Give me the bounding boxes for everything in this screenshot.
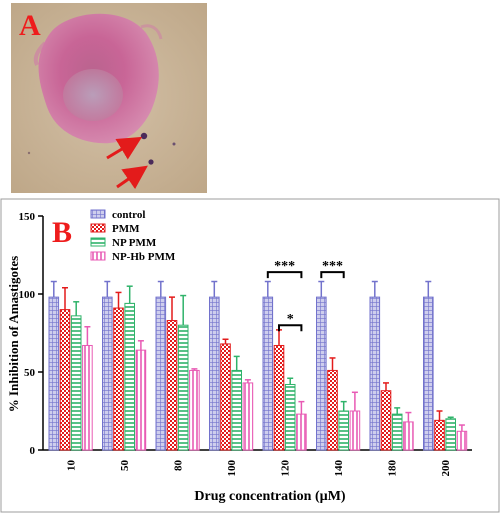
significance-bracket bbox=[320, 271, 345, 279]
legend-swatch bbox=[90, 237, 106, 247]
bar bbox=[403, 421, 414, 451]
y-axis: 0 50 100 150 bbox=[19, 211, 44, 457]
y-tick-label: 0 bbox=[30, 445, 36, 457]
x-axis-label: Drug concentration (µM) bbox=[194, 489, 345, 504]
significance-bracket bbox=[266, 271, 303, 279]
bar bbox=[349, 410, 361, 451]
bar bbox=[284, 383, 296, 451]
amastigote-dot bbox=[148, 159, 154, 165]
significance-label: *** bbox=[274, 259, 295, 274]
y-tick-label: 100 bbox=[19, 289, 36, 301]
significance-bracket bbox=[278, 324, 303, 332]
red-arrow-icon bbox=[106, 136, 143, 160]
bar bbox=[102, 296, 113, 451]
significance-label: * bbox=[287, 312, 294, 327]
microscopy-image: A bbox=[11, 3, 207, 193]
bar bbox=[391, 413, 403, 451]
panel-a-letter: A bbox=[19, 9, 41, 42]
x-tick-label: 80 bbox=[173, 460, 185, 472]
bar bbox=[166, 320, 178, 451]
x-tick-label: 180 bbox=[387, 460, 399, 477]
x-tick-label: 100 bbox=[226, 460, 238, 477]
bar bbox=[231, 369, 242, 451]
bar bbox=[48, 296, 60, 451]
bar bbox=[369, 296, 381, 451]
bar bbox=[135, 349, 147, 451]
bar bbox=[456, 430, 468, 451]
y-axis-label: % Inhibition of Amastigotes bbox=[6, 256, 21, 412]
legend-swatch bbox=[90, 209, 106, 219]
bar bbox=[262, 296, 274, 451]
legend-swatch bbox=[90, 251, 106, 261]
significance-label: *** bbox=[322, 259, 343, 274]
x-tick-label: 10 bbox=[66, 460, 78, 472]
bar bbox=[124, 302, 136, 451]
bar bbox=[59, 309, 71, 451]
bar bbox=[338, 410, 349, 451]
x-tick-label: 140 bbox=[333, 460, 345, 477]
red-arrow-icon bbox=[116, 165, 148, 190]
bar bbox=[296, 413, 307, 451]
bar bbox=[177, 324, 189, 451]
legend-label: NP-Hb PMM bbox=[112, 251, 176, 263]
bar bbox=[189, 369, 200, 451]
bar-marks bbox=[48, 280, 468, 451]
bar bbox=[155, 296, 167, 451]
amastigote-dot bbox=[140, 132, 148, 140]
bar bbox=[209, 296, 220, 451]
bar bbox=[220, 343, 231, 451]
chart-border bbox=[0, 198, 500, 513]
legend: control PMM NP PMM NP-Hb PMM bbox=[90, 209, 176, 263]
panel-b-letter: B bbox=[52, 216, 72, 249]
bar bbox=[445, 418, 456, 451]
x-tick-label: 200 bbox=[440, 460, 452, 477]
legend-label: NP PMM bbox=[112, 237, 157, 249]
x-tick-label: 120 bbox=[280, 460, 292, 477]
cell-nucleus bbox=[63, 69, 123, 121]
bar bbox=[273, 344, 285, 451]
x-tick-label: 50 bbox=[119, 460, 131, 472]
bar bbox=[316, 296, 327, 451]
bar bbox=[327, 369, 338, 451]
bar bbox=[70, 315, 82, 451]
y-tick-label: 150 bbox=[19, 211, 36, 223]
legend-label: PMM bbox=[112, 223, 140, 235]
bar bbox=[113, 307, 124, 451]
bar bbox=[434, 419, 445, 451]
legend-swatch bbox=[90, 223, 106, 233]
bar bbox=[242, 382, 254, 451]
significance-brackets: ******* bbox=[266, 259, 345, 332]
bar bbox=[380, 390, 392, 451]
legend-label: control bbox=[112, 209, 145, 221]
x-axis: 10 50 80 100 120 140 180 200 bbox=[43, 449, 472, 477]
bar bbox=[82, 344, 93, 451]
y-tick-label: 50 bbox=[24, 367, 36, 379]
bar bbox=[423, 296, 434, 451]
